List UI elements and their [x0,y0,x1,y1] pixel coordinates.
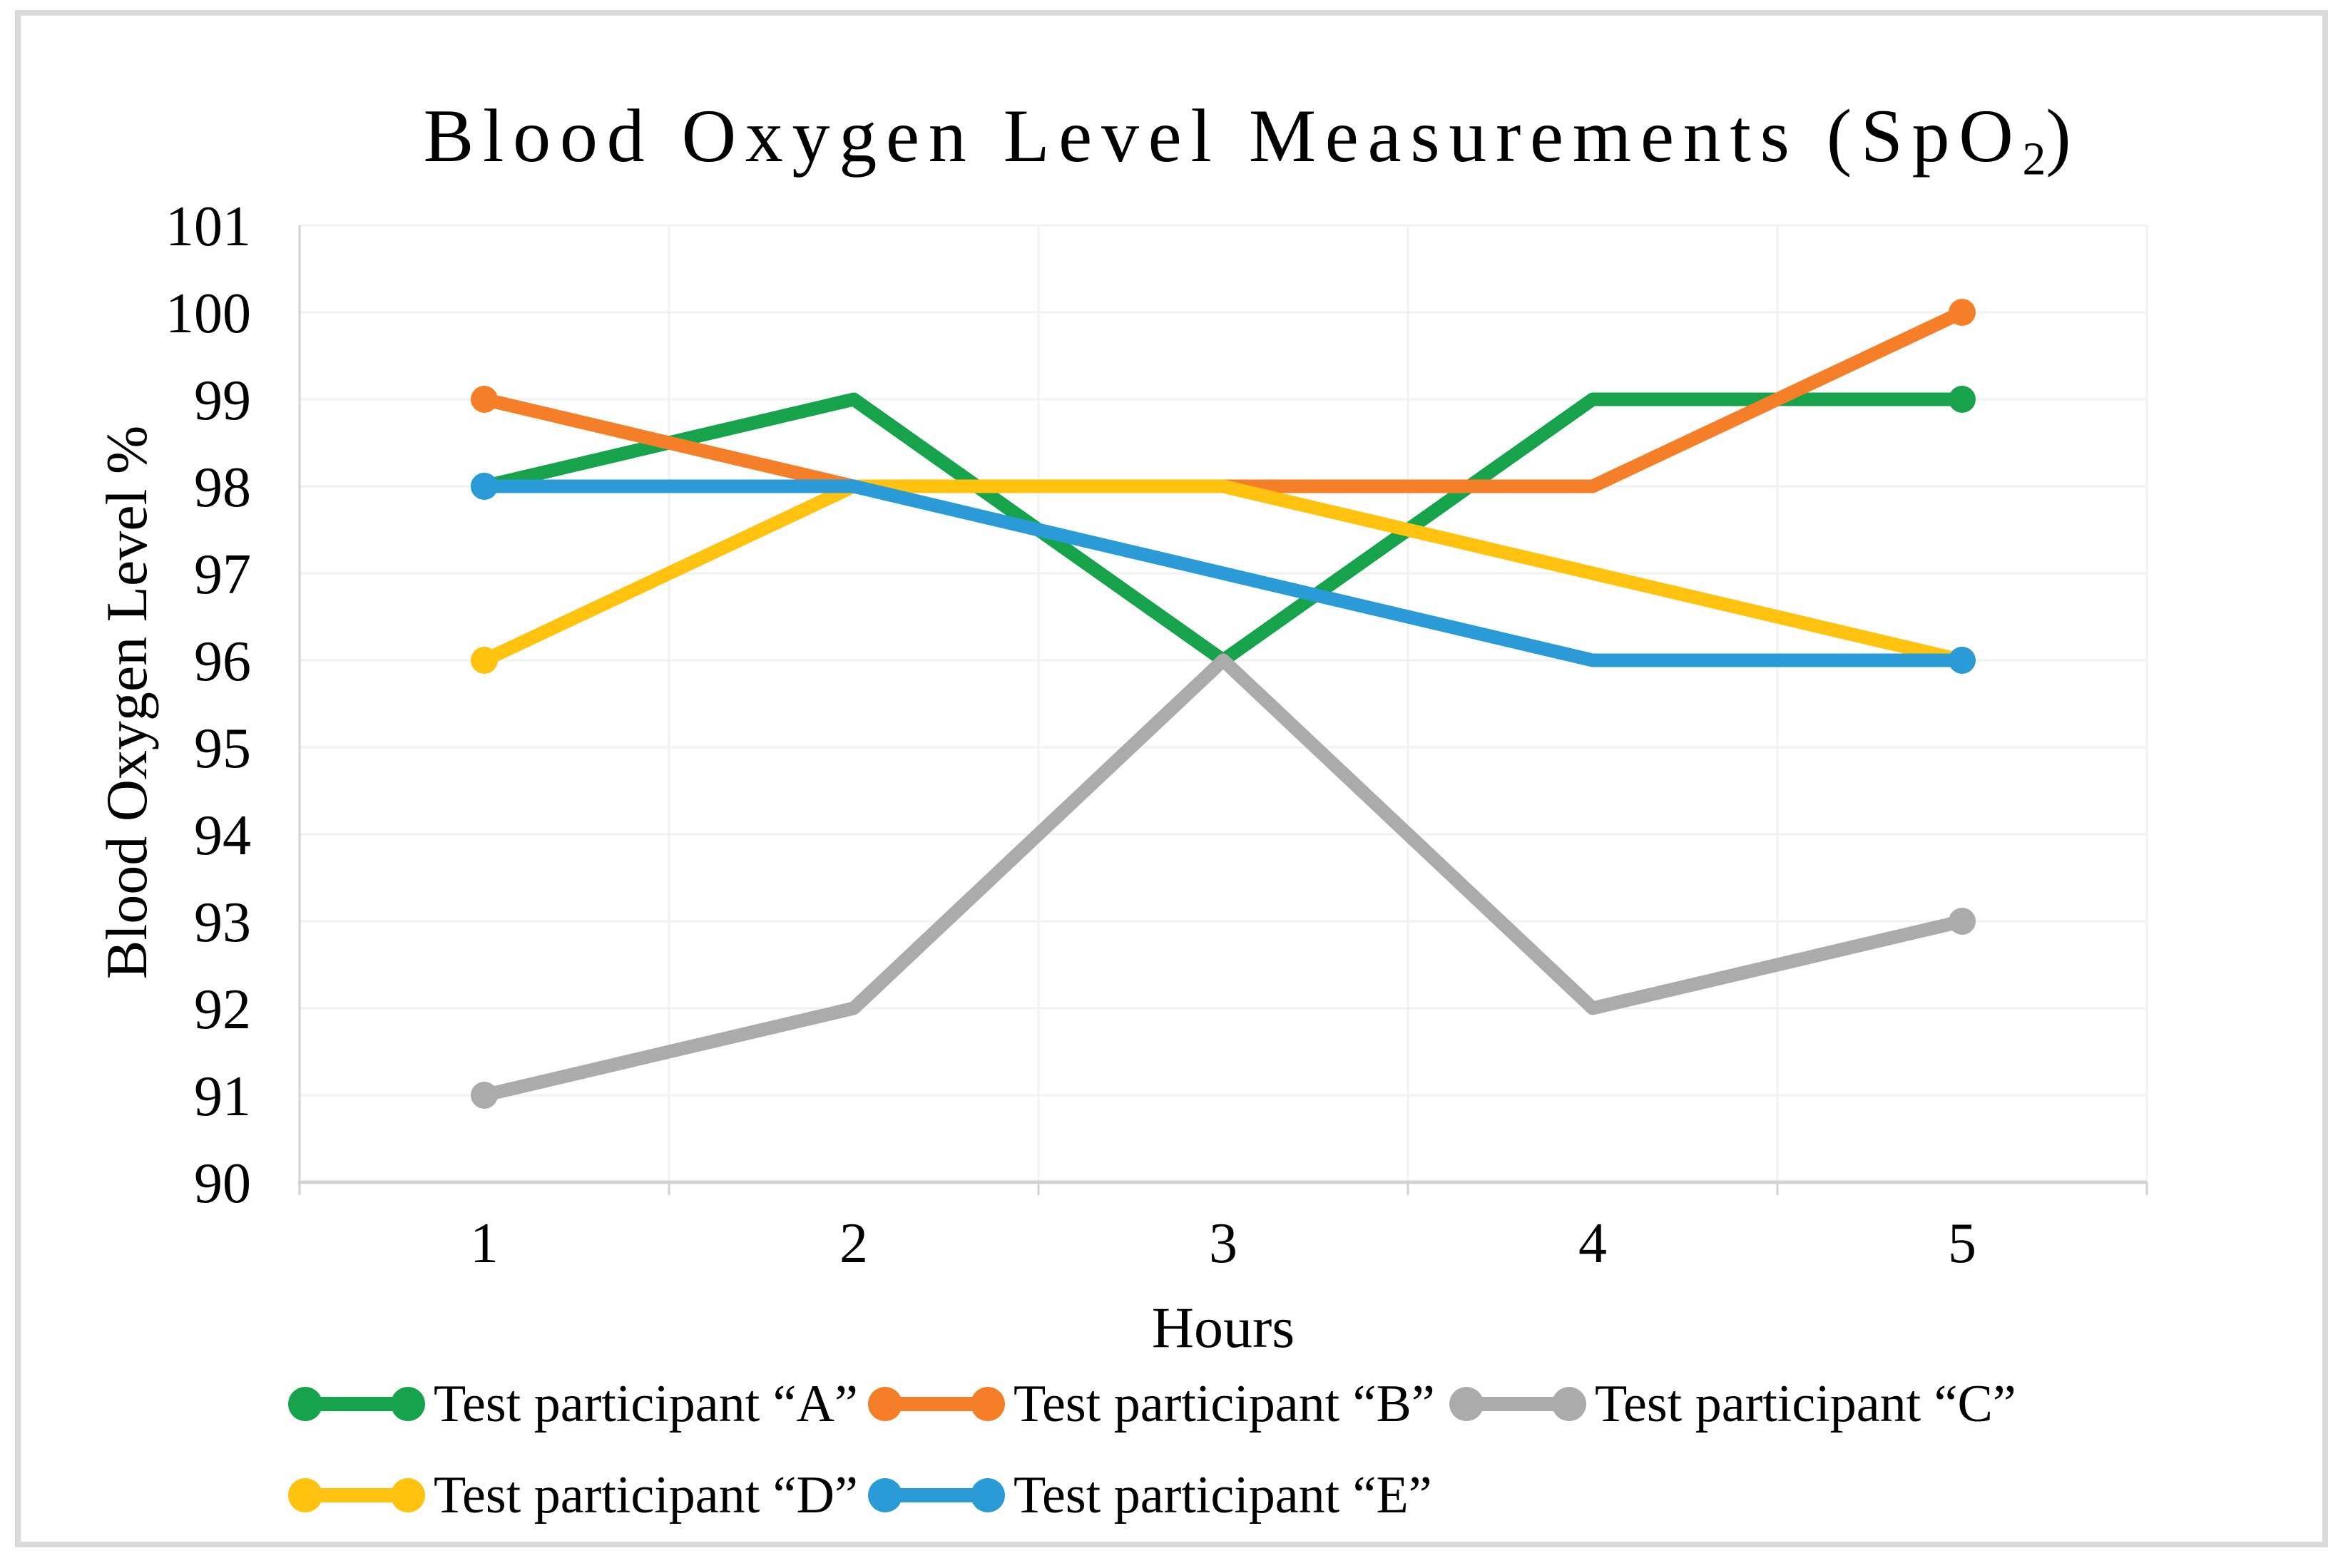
y-tick-label-98: 98 [194,456,251,519]
x-tick-label-3: 3 [1209,1212,1237,1275]
series-marker-4 [1949,647,1976,674]
y-tick-label-96: 96 [194,630,251,693]
series-marker-3 [471,647,498,674]
legend-item-4: Test participant “E” [865,1463,1432,1527]
y-tick-label-93: 93 [194,891,251,954]
y-tick-label-97: 97 [194,543,251,606]
series-line-3 [477,479,1969,667]
y-tick-label-91: 91 [194,1065,251,1128]
y-tick-label-92: 92 [194,978,251,1041]
x-axis-title: Hours [1151,1295,1295,1360]
legend-key-icon [868,1478,1005,1512]
x-tick-label-1: 1 [470,1212,499,1275]
x-tick-label-5: 5 [1948,1212,1976,1275]
y-tick-label-99: 99 [194,369,251,432]
series-marker-2 [1949,908,1976,935]
legend-label: Test participant “A” [434,1374,858,1433]
chart-title: Blood Oxygen Level Measurements (SpO2) [328,93,2175,186]
legend-item-0: Test participant “A” [285,1372,858,1436]
series-marker-0 [1949,386,1976,413]
legend-item-3: Test participant “D” [285,1463,858,1527]
chart-title-subscript: 2 [2022,133,2046,185]
legend-label: Test participant “B” [1014,1374,1435,1433]
series-marker-2 [471,1082,498,1109]
legend-key-icon [1449,1387,1586,1421]
x-tick-label-2: 2 [839,1212,868,1275]
series-line-4 [477,479,1969,667]
series-marker-4 [471,473,498,500]
legend-label: Test participant “D” [434,1465,858,1525]
y-tick-label-90: 90 [194,1152,251,1215]
y-tick-label-95: 95 [194,717,251,780]
y-tick-label-101: 101 [165,195,251,258]
chart-title-suffix: ) [2046,94,2081,178]
legend-key-icon [288,1387,425,1421]
legend-item-2: Test participant “C” [1446,1372,2016,1436]
x-tick-label-4: 4 [1578,1212,1607,1275]
y-tick-label-94: 94 [194,804,251,867]
legend-label: Test participant “C” [1595,1374,2016,1433]
y-tick-label-100: 100 [165,282,251,345]
legend-key-icon [288,1478,425,1512]
legend-key-icon [868,1387,1005,1421]
series-marker-1 [1949,299,1976,326]
series-marker-1 [471,386,498,413]
chart-title-text: Blood Oxygen Level Measurements (SpO [423,94,2023,178]
series-line-0 [477,392,1969,667]
series-line-2 [477,653,1969,1102]
legend-label: Test participant “E” [1014,1465,1432,1525]
legend-item-1: Test participant “B” [865,1372,1435,1436]
